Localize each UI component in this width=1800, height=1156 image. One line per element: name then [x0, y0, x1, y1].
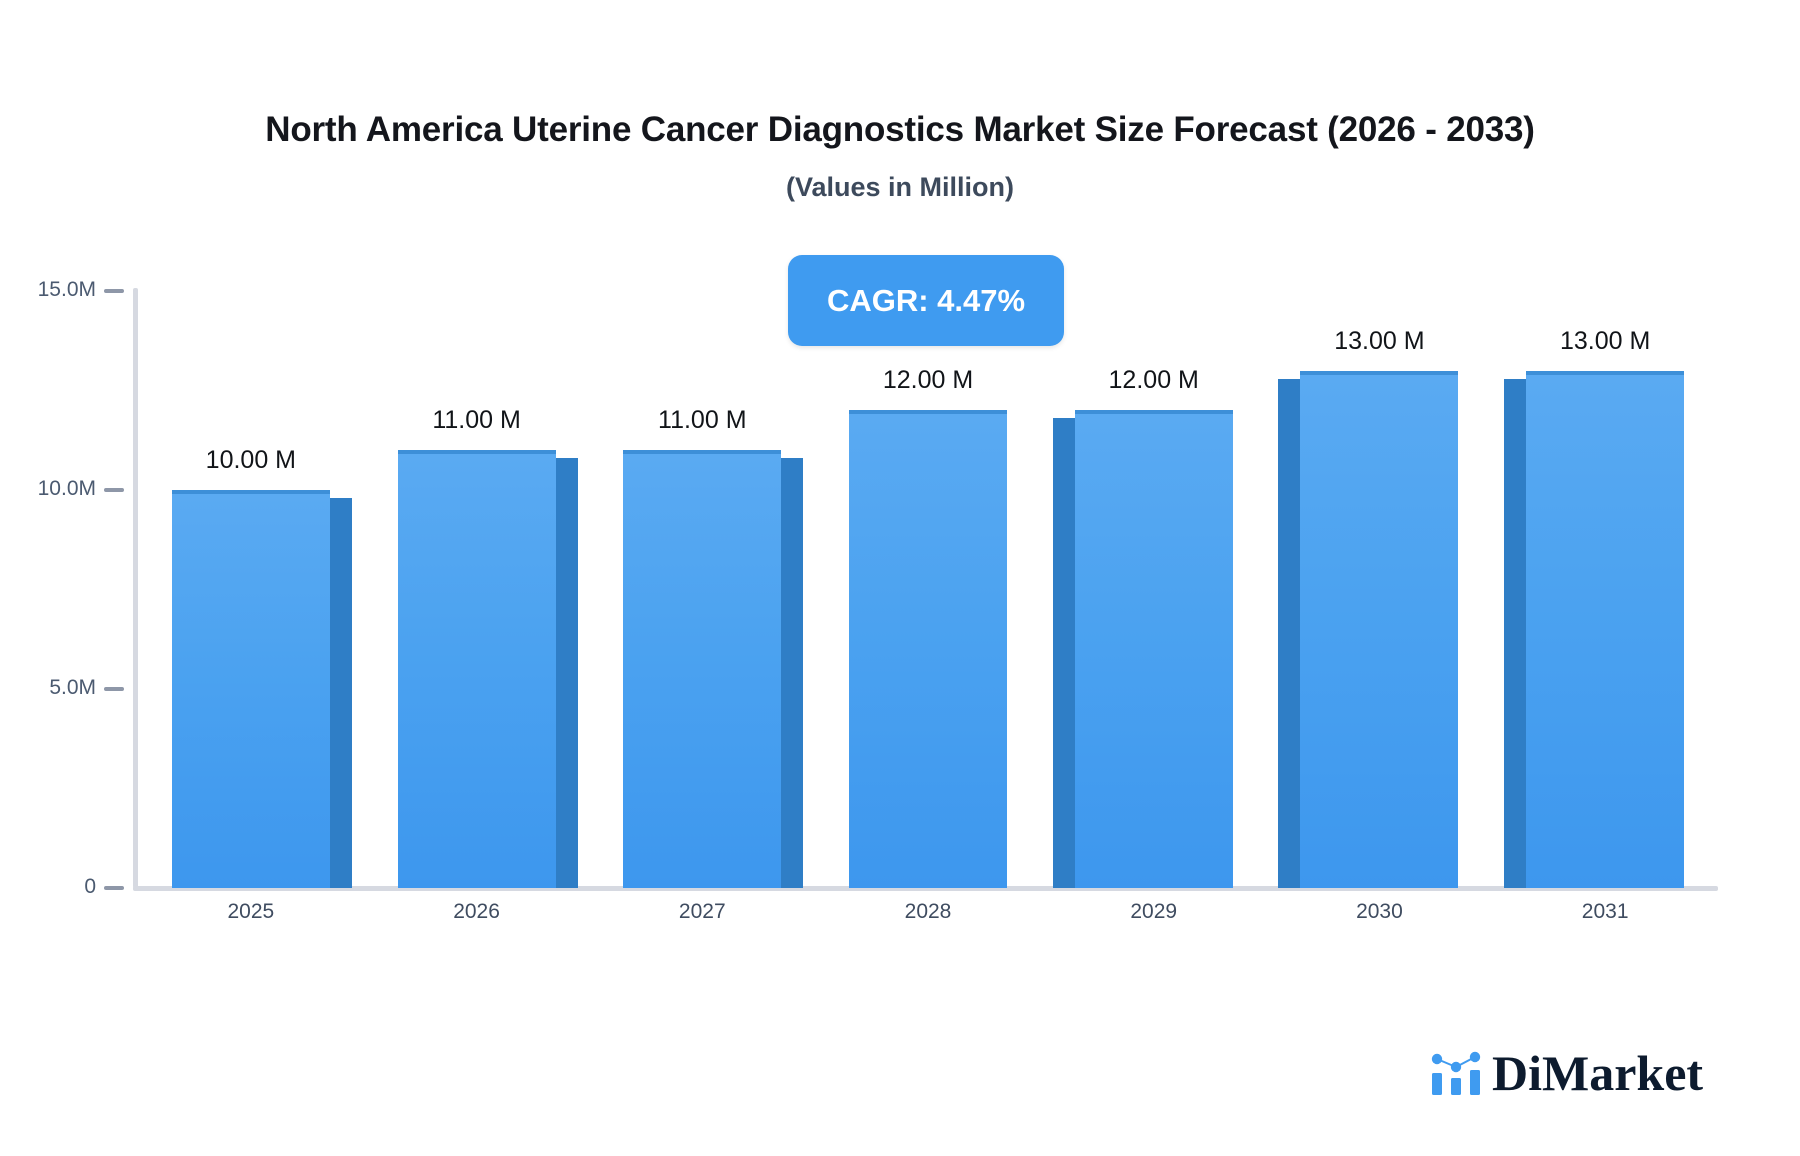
bar-side-face — [781, 458, 804, 888]
bar-front-face — [1526, 370, 1685, 888]
bar-front-face — [397, 450, 556, 888]
y-tick-label: 10.0M — [37, 477, 96, 500]
x-axis-line — [133, 886, 1718, 891]
bar-chart-icon — [1431, 1051, 1481, 1095]
y-tick-mark — [104, 488, 124, 492]
bar-value-label: 12.00 M — [882, 366, 974, 395]
y-tick-mark — [104, 886, 124, 890]
bar-side-face — [555, 458, 578, 888]
bar-value-label: 11.00 M — [432, 406, 521, 435]
x-tick-label: 2027 — [678, 900, 726, 923]
bar-2031[interactable]: 13.00 M — [1504, 327, 1685, 888]
page-subtitle: (Values in Million) — [785, 172, 1015, 202]
y-axis-line — [133, 288, 138, 888]
x-tick-label: 2029 — [1130, 900, 1178, 923]
y-tick-mark — [104, 289, 124, 293]
bar-side-face — [1052, 418, 1075, 888]
y-tick-label: 5.0M — [49, 676, 96, 699]
y-tick-mark — [104, 687, 124, 691]
bar-2026[interactable]: 11.00 M — [397, 406, 578, 888]
x-tick-label: 2025 — [227, 900, 275, 923]
bar-2029[interactable]: 12.00 M — [1052, 366, 1233, 888]
bar-side-face — [1504, 378, 1527, 888]
bar-2025[interactable]: 10.00 M — [171, 446, 352, 888]
bar-side-face — [329, 498, 352, 888]
x-tick-label: 2028 — [904, 900, 952, 923]
bar-front-face — [1300, 370, 1459, 888]
bar-value-label: 12.00 M — [1108, 366, 1199, 395]
logo-text: DiMarket — [1492, 1045, 1704, 1101]
bar-2028[interactable]: 12.00 M — [849, 366, 1007, 888]
bar-value-label: 13.00 M — [1334, 326, 1425, 355]
y-tick-label: 15.0M — [37, 278, 96, 301]
x-tick-label: 2031 — [1581, 900, 1629, 923]
cagr-badge: CAGR: 4.47% — [788, 255, 1064, 346]
x-tick-label: 2030 — [1356, 900, 1403, 923]
bar-2030[interactable]: 13.00 M — [1278, 327, 1459, 888]
bar-value-label: 11.00 M — [658, 406, 747, 435]
bar-value-label: 13.00 M — [1559, 326, 1651, 355]
bar-2027[interactable]: 11.00 M — [623, 406, 804, 888]
bar-value-label: 10.00 M — [205, 446, 297, 474]
bar-front-face — [623, 450, 782, 888]
page-title: North America Uterine Cancer Diagnostics… — [265, 110, 1535, 149]
bar-front-face — [1074, 410, 1233, 888]
y-tick-label: 0 — [84, 875, 96, 898]
bar-front-face — [171, 490, 330, 888]
watermark-logo: DiMarket — [1430, 1048, 1703, 1098]
bar-front-face — [849, 410, 1007, 888]
x-tick-label: 2026 — [453, 900, 500, 923]
bar-side-face — [1278, 378, 1301, 888]
